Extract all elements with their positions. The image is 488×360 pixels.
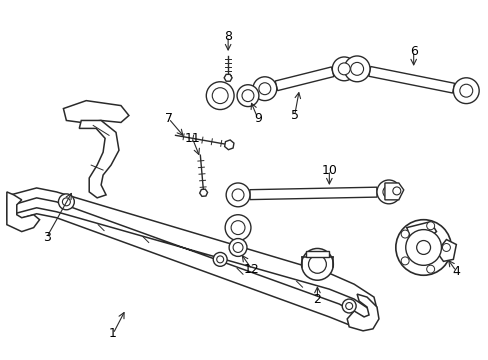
Circle shape [345,302,352,310]
Polygon shape [346,294,378,331]
Text: 4: 4 [451,265,459,278]
Circle shape [206,82,234,109]
Circle shape [459,84,472,97]
Circle shape [442,243,449,251]
Text: 11: 11 [184,132,200,145]
Circle shape [213,252,226,266]
Polygon shape [79,121,119,198]
Polygon shape [224,140,233,150]
Polygon shape [7,188,376,329]
Circle shape [332,57,355,81]
Polygon shape [249,187,376,199]
Circle shape [400,230,408,238]
Circle shape [400,257,408,265]
Circle shape [376,180,400,204]
Circle shape [301,248,333,280]
Circle shape [382,186,394,198]
Text: 6: 6 [409,45,417,58]
Circle shape [232,189,244,201]
Text: 2: 2 [313,293,321,306]
Text: 10: 10 [321,163,337,176]
Circle shape [344,56,369,82]
Polygon shape [7,192,40,231]
Circle shape [216,256,223,263]
Circle shape [237,85,258,107]
Polygon shape [224,75,232,81]
Circle shape [224,215,250,240]
Polygon shape [438,239,455,261]
Polygon shape [305,251,328,257]
Text: 7: 7 [164,112,172,125]
Circle shape [242,90,253,102]
Circle shape [229,239,246,256]
Circle shape [395,220,450,275]
Circle shape [231,221,244,235]
Polygon shape [406,222,436,238]
Circle shape [59,194,74,210]
Circle shape [308,255,325,273]
Polygon shape [63,100,129,122]
Circle shape [212,88,228,104]
Text: 9: 9 [253,112,261,125]
Text: 12: 12 [244,263,259,276]
Circle shape [338,63,349,75]
Circle shape [392,187,400,195]
Circle shape [405,230,441,265]
Polygon shape [368,67,454,93]
Circle shape [350,62,363,75]
Polygon shape [275,67,333,91]
Text: 3: 3 [42,231,50,244]
Circle shape [342,299,355,313]
Circle shape [252,77,276,100]
Text: 5: 5 [290,109,298,122]
Circle shape [426,265,434,273]
Circle shape [258,83,270,95]
Circle shape [452,78,478,104]
Polygon shape [199,189,207,196]
Text: 8: 8 [224,30,232,42]
Circle shape [426,222,434,230]
Text: 1: 1 [109,327,117,340]
Circle shape [416,240,429,255]
Circle shape [225,183,249,207]
Polygon shape [384,183,403,200]
Circle shape [62,198,70,206]
Circle shape [233,243,243,252]
